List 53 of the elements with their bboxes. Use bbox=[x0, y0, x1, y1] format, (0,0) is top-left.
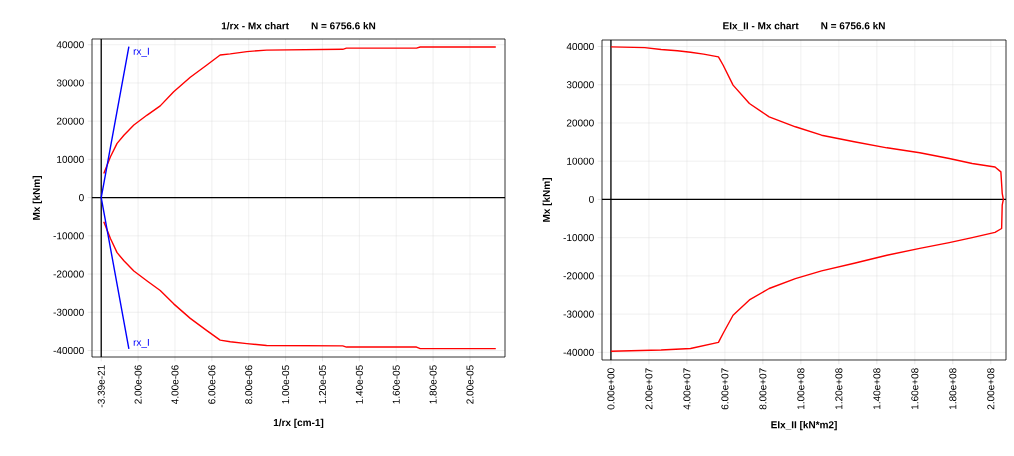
x-tick-label: -3.39e-21 bbox=[97, 365, 105, 408]
x-axis-title: 1/rx [cm-1] bbox=[273, 418, 324, 429]
y-tick-label: -30000 bbox=[53, 308, 84, 316]
x-tick-label: 2.00e+08 bbox=[987, 368, 995, 410]
y-tick-label: 20000 bbox=[56, 117, 84, 125]
y-tick-label: 40000 bbox=[566, 42, 594, 51]
x-tick-label: 1.00e+08 bbox=[797, 368, 805, 410]
y-axis-title: Mx [kNm] bbox=[32, 176, 42, 220]
y-tick-label: 0 bbox=[79, 194, 84, 202]
x-tick-label: 1.80e+08 bbox=[949, 368, 957, 410]
y-tick-label: 10000 bbox=[57, 155, 84, 163]
x-tick-label: 2.00e-05 bbox=[466, 365, 474, 404]
y-tick-label: -30000 bbox=[563, 310, 594, 318]
y-axis-title: Mx [kNm] bbox=[542, 178, 552, 222]
y-tick-label: -10000 bbox=[563, 234, 594, 242]
x-tick-label: 8.00e-06 bbox=[245, 365, 253, 404]
y-tick-label: 0 bbox=[589, 195, 594, 203]
x-tick-label: 1.80e-05 bbox=[429, 365, 437, 404]
chart-subtitle: N = 6756.6 kN bbox=[821, 22, 885, 30]
chart-title: EIx_II - Mx chart bbox=[723, 22, 799, 31]
x-tick-label: 4.00e+07 bbox=[683, 368, 691, 410]
y-tick-label: -10000 bbox=[53, 232, 84, 240]
x-tick-label: 1.00e-05 bbox=[282, 365, 290, 404]
x-tick-label: 0.00e+00 bbox=[607, 368, 615, 410]
x-tick-label: 1.60e-05 bbox=[392, 365, 400, 404]
y-tick-label: 40000 bbox=[56, 41, 84, 49]
y-tick-label: -40000 bbox=[53, 346, 84, 355]
x-tick-label: 6.00e+07 bbox=[721, 368, 729, 410]
y-tick-label: 20000 bbox=[566, 119, 594, 127]
line-series bbox=[103, 46, 497, 175]
x-tick-label: 6.00e-06 bbox=[208, 365, 216, 404]
y-tick-label: -20000 bbox=[53, 270, 84, 278]
annotation: rx_I bbox=[133, 338, 149, 348]
y-tick-label: 30000 bbox=[56, 79, 84, 87]
x-tick-label: 2.00e-06 bbox=[134, 365, 142, 404]
x-axis-title: EIx_II [kN*m2] bbox=[771, 420, 837, 431]
x-tick-label: 1.20e+08 bbox=[835, 368, 843, 410]
x-tick-label: 4.00e-06 bbox=[171, 365, 179, 405]
y-tick-label: -20000 bbox=[563, 272, 594, 280]
x-tick-label: 1.60e+08 bbox=[911, 368, 919, 410]
line-series bbox=[103, 220, 497, 350]
annotation: rx_I bbox=[133, 47, 149, 57]
chart-subtitle: N = 6756.6 kN bbox=[311, 22, 376, 30]
line-series bbox=[610, 46, 1005, 352]
x-tick-label: 1.20e-05 bbox=[318, 365, 327, 404]
x-tick-label: 1.40e+08 bbox=[873, 368, 881, 410]
chart-title: 1/rx - Mx chart bbox=[221, 22, 289, 30]
x-tick-label: 1.40e-05 bbox=[355, 365, 363, 404]
y-tick-label: 10000 bbox=[567, 157, 594, 165]
x-tick-label: 2.00e+07 bbox=[645, 368, 653, 410]
x-tick-label: 8.00e+07 bbox=[759, 368, 767, 410]
y-tick-label: -40000 bbox=[563, 348, 594, 356]
y-tick-label: 30000 bbox=[566, 81, 594, 89]
